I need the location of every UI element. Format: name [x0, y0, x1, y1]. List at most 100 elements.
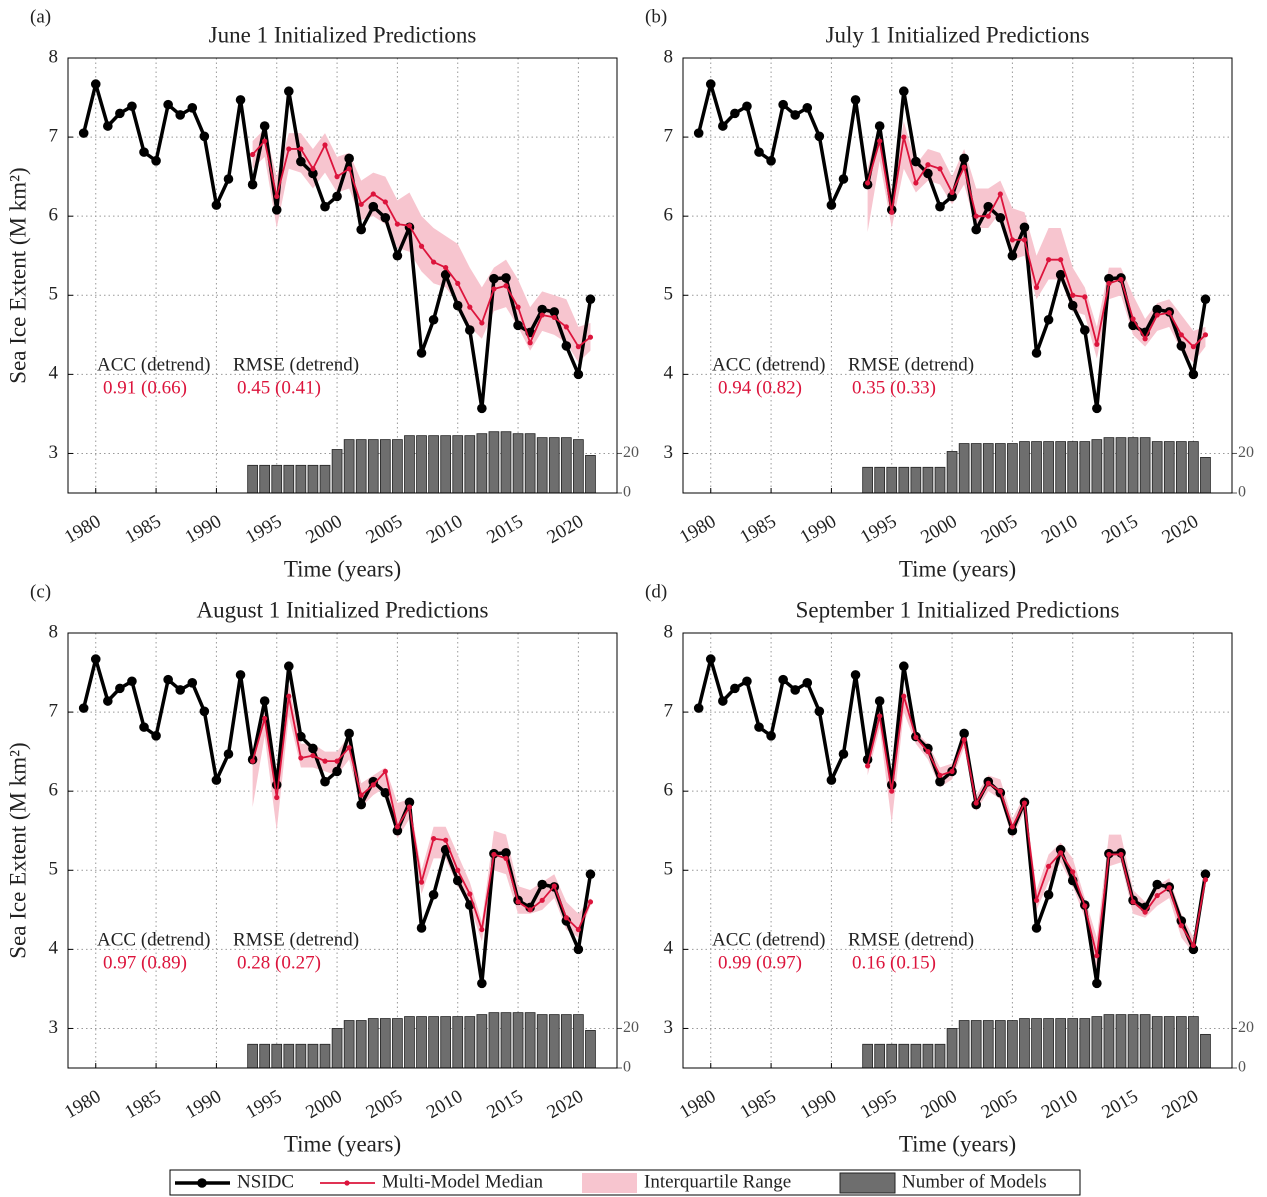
model-count-bar [898, 466, 910, 494]
model-count-bar [1151, 441, 1163, 494]
y-tick-label: 3 [664, 442, 674, 463]
stat-annotation: 0.45 (0.41) [237, 377, 321, 398]
median-marker [1118, 851, 1124, 858]
observed-marker [211, 775, 222, 785]
median-marker [997, 191, 1003, 197]
observed-marker [175, 685, 186, 695]
y-tick-label: 4 [49, 938, 59, 959]
observed-marker [742, 676, 752, 687]
model-count-bar [247, 464, 258, 494]
y2-tick-label: 20 [1238, 1019, 1254, 1036]
model-count-bar [1067, 441, 1079, 494]
median-marker [262, 715, 268, 722]
observed-marker [235, 670, 246, 680]
model-count-bar [922, 1043, 934, 1069]
model-count-bar [1200, 457, 1211, 494]
model-count-bar [934, 466, 946, 494]
model-count-bar [319, 1043, 331, 1069]
median-marker [1202, 332, 1209, 338]
observed-marker [247, 179, 258, 190]
observed-marker [549, 307, 560, 317]
observed-marker [1200, 294, 1211, 305]
observed-marker [766, 156, 776, 166]
stat-annotation: RMSE (detrend) [233, 354, 359, 375]
median-marker [382, 768, 388, 775]
x-tick-label: 1985 [736, 511, 779, 548]
observed-marker [1007, 250, 1018, 261]
median-marker [889, 788, 895, 794]
observed-marker [1104, 273, 1114, 284]
observed-marker [163, 99, 173, 110]
median-marker [1118, 276, 1124, 283]
median-marker [889, 209, 895, 215]
observed-marker [585, 294, 596, 305]
observed-marker [296, 731, 306, 742]
observed-marker [332, 191, 342, 202]
observed-marker [187, 678, 198, 688]
x-axis-label: Time (years) [284, 1131, 401, 1156]
median-marker [310, 752, 316, 759]
x-tick-label: 2000 [302, 511, 345, 548]
observed-marker [127, 101, 137, 112]
median-marker [322, 142, 328, 148]
median-marker [1045, 257, 1052, 263]
x-tick-label: 2020 [544, 511, 587, 548]
median-marker [298, 755, 304, 761]
observed-marker [1043, 314, 1054, 325]
y-tick-label: 3 [49, 442, 59, 463]
observed-marker [911, 156, 921, 167]
observed-marker [983, 201, 994, 212]
model-count-bar [476, 433, 488, 494]
model-count-bar [1007, 443, 1018, 494]
model-count-bar [452, 435, 464, 494]
observed-marker [1092, 978, 1102, 989]
observed-marker [452, 300, 463, 311]
median-marker [443, 264, 449, 271]
y2-tick-label: 20 [623, 1019, 639, 1036]
observed-marker [1043, 889, 1054, 900]
x-tick-label: 2015 [483, 1086, 526, 1123]
median-marker [346, 745, 352, 751]
observed-marker [501, 848, 511, 858]
median-marker [587, 899, 594, 905]
observed-marker [90, 79, 101, 89]
x-tick-label: 1995 [857, 511, 900, 548]
model-count-bar [1127, 437, 1139, 494]
y-tick-label: 5 [49, 859, 59, 880]
observed-marker [802, 678, 813, 688]
model-count-bar [428, 1016, 439, 1069]
model-count-bar [355, 439, 367, 494]
y-tick-label: 4 [49, 363, 59, 384]
median-marker [1070, 292, 1076, 298]
model-count-bar [1091, 1016, 1103, 1069]
observed-marker [308, 168, 318, 179]
model-count-bar [946, 451, 958, 494]
observed-marker [1079, 325, 1090, 335]
stat-annotation: 0.99 (0.97) [718, 952, 802, 973]
observed-marker [259, 696, 270, 706]
y-tick-label: 7 [664, 700, 674, 721]
observed-marker [778, 674, 788, 685]
y-tick-label: 8 [49, 621, 59, 642]
model-count-bar [500, 431, 512, 494]
legend-swatch [839, 1172, 896, 1194]
x-tick-label: 1980 [676, 511, 719, 548]
median-marker [973, 213, 979, 219]
x-axis-label: Time (years) [899, 1131, 1016, 1156]
observed-marker [850, 95, 861, 105]
model-count-bar [343, 1020, 355, 1069]
median-marker [515, 899, 521, 905]
iqr-band [867, 121, 1206, 363]
x-axis-label: Time (years) [899, 556, 1016, 581]
observed-marker [308, 743, 318, 754]
observed-marker [790, 110, 801, 120]
median-marker [1178, 332, 1184, 338]
observed-marker [271, 205, 282, 215]
median-marker [1202, 877, 1209, 883]
model-count-bar [536, 1014, 548, 1069]
x-tick-label: 2010 [1038, 1086, 1081, 1123]
model-count-bar [355, 1020, 367, 1069]
x-tick-label: 2015 [483, 511, 526, 548]
x-tick-label: 1995 [242, 1086, 285, 1123]
plot-frame [67, 57, 618, 494]
